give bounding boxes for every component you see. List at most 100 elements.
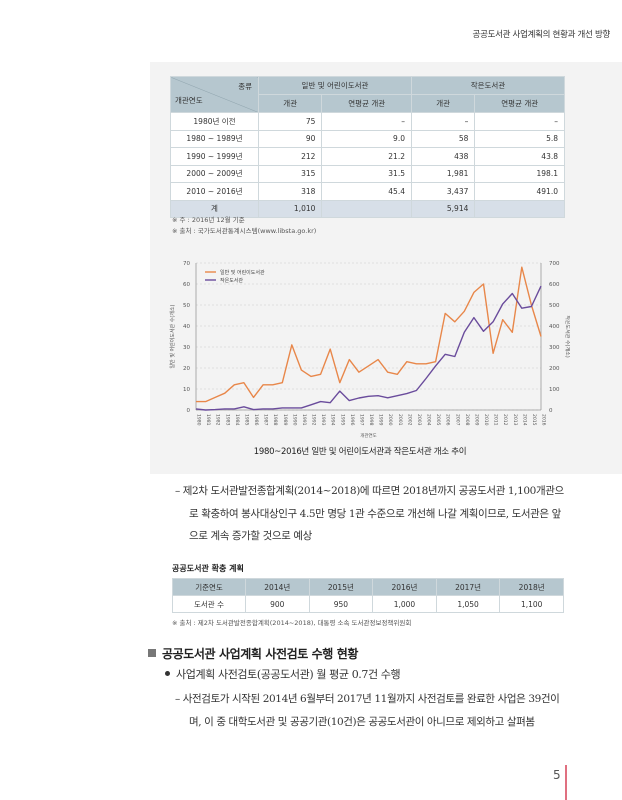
x-tick: 1997 — [358, 414, 364, 426]
table-source: ※ 출처 : 국가도서관통계시스템(www.libsta.go.kr) — [172, 227, 317, 235]
x-tick: 1992 — [311, 414, 317, 426]
x-tick: 2002 — [406, 414, 412, 426]
y-left-tick: 20 — [183, 366, 190, 372]
x-axis-label: 개관연도 — [360, 432, 377, 439]
x-tick: 1990 — [291, 414, 297, 426]
x-tick: 1994 — [330, 414, 336, 426]
page-number: 5 — [553, 768, 561, 782]
series-line — [195, 285, 542, 411]
value-cell: 318 — [257, 182, 323, 201]
y-left-tick: 70 — [183, 261, 190, 267]
x-tick: 2008 — [464, 414, 470, 426]
expansion-plan-table: 기준연도 2014년 2015년 2016년 2017년 2018년 도서관 수… — [172, 578, 564, 613]
value-cell: 21.2 — [321, 147, 412, 166]
chart-caption: 1980~2016년 일반 및 어린이도서관과 작은도서관 개소 추이 — [253, 447, 467, 457]
x-tick: 1996 — [349, 414, 355, 426]
y-left-tick: 10 — [183, 387, 190, 393]
x-tick: 2003 — [416, 414, 422, 426]
x-tick: 1981 — [205, 414, 211, 426]
table-row: 1980년 이전 75 – – – — [170, 112, 565, 131]
x-tick: 1986 — [253, 414, 259, 426]
table2-header: 2015년 — [308, 578, 374, 596]
table-row: 도서관 수 900 950 1,000 1,050 1,100 — [172, 595, 564, 613]
y-right-label: 작은도서관 수(개소) — [564, 315, 570, 357]
y-left-label: 일반 및 어린이도서관 수(개소) — [169, 305, 176, 369]
value-cell: 90 — [257, 129, 323, 148]
corner-type-label: 종류 — [238, 82, 252, 91]
bullet-item: 사업계획 사전검토(공공도서관) 월 평균 0.7건 수행 — [165, 666, 401, 682]
period-cell: 1990 ~ 1999년 — [170, 147, 259, 166]
group-header-small: 작은도서관 — [410, 76, 566, 95]
value-cell — [474, 199, 565, 218]
y-left-tick: 60 — [183, 282, 190, 288]
chart-svg: 0102030405060700100200300400500600700198… — [169, 261, 570, 439]
line-chart: 0 10 20 30 40 50 60 70 0 100 200 300 400 500 600 700 198… — [150, 250, 570, 440]
value-cell: 5.8 — [474, 129, 565, 148]
legend-label: 일반 및 어린이도서관 — [220, 269, 265, 276]
x-tick: 2012 — [502, 414, 508, 426]
table2-header: 2016년 — [372, 578, 437, 596]
y-right-tick: 200 — [549, 366, 560, 372]
x-tick: 2015 — [531, 414, 537, 426]
value-cell: 31.5 — [321, 164, 412, 183]
value-cell: 491.0 — [474, 182, 565, 201]
x-tick: 1988 — [272, 414, 278, 426]
table2-header: 2018년 — [499, 578, 564, 596]
series-line — [196, 266, 542, 403]
x-tick: 2014 — [521, 414, 527, 426]
y-right-tick: 300 — [549, 345, 560, 351]
value-cell: 198.1 — [474, 164, 565, 183]
x-tick: 1993 — [320, 414, 326, 426]
paragraph-plan: – 제2차 도서관발전종합계획(2014~2018)에 따르면 2018년까지 … — [175, 485, 564, 542]
value-cell: 950 — [308, 595, 374, 613]
y-right-tick: 400 — [549, 324, 560, 330]
legend-label: 작은도서관 — [220, 277, 243, 284]
corner-year-label: 개관연도 — [175, 96, 203, 105]
y-left-tick: 0 — [187, 408, 191, 414]
x-tick: 2006 — [445, 414, 451, 426]
bullet-text: 사업계획 사전검토(공공도서관) 월 평균 0.7건 수행 — [176, 668, 401, 681]
x-tick: 1987 — [263, 414, 269, 426]
x-tick: 1999 — [378, 414, 384, 426]
x-tick: 2005 — [435, 414, 441, 426]
period-cell: 1980년 이전 — [170, 112, 259, 131]
running-header: 공공도서관 사업계획의 현황과 개선 방향 — [472, 30, 611, 40]
sub-header: 연평균 개관 — [474, 94, 565, 113]
y-right-tick: 600 — [549, 282, 560, 288]
x-tick: 1983 — [224, 414, 230, 426]
table2-source: ※ 출처 : 제2차 도서관발전종합계획(2014~2018), 대통령 소속 … — [172, 619, 412, 627]
section-heading-text: 공공도서관 사업계획 사전검토 수행 현황 — [162, 647, 358, 661]
x-tick: 1989 — [282, 414, 288, 426]
value-cell: 1,981 — [410, 164, 476, 183]
value-cell: 43.8 — [474, 147, 565, 166]
x-tick: 1991 — [301, 414, 307, 426]
value-cell: 1,000 — [372, 595, 437, 613]
value-cell: 1,010 — [257, 199, 323, 218]
table-total-row: 계 1,010 5,914 — [170, 199, 565, 218]
square-bullet-icon — [148, 649, 156, 657]
table2-title: 공공도서관 확충 계획 — [172, 564, 244, 573]
x-tick: 2000 — [387, 414, 393, 426]
table-corner-header: 종류 개관연도 — [170, 76, 259, 113]
table2-header: 기준연도 — [172, 578, 246, 596]
y-left-tick: 30 — [183, 345, 190, 351]
sub-header: 개관 — [410, 94, 476, 113]
x-tick: 2013 — [512, 414, 518, 426]
section-heading: 공공도서관 사업계획 사전검토 수행 현황 — [148, 645, 358, 662]
table2-header: 2017년 — [435, 578, 501, 596]
y-right-tick: 500 — [549, 303, 560, 309]
value-cell: 315 — [257, 164, 323, 183]
sub-header: 개관 — [257, 94, 323, 113]
table-row: 2010 ~ 2016년 318 45.4 3,437 491.0 — [170, 182, 565, 201]
period-cell: 2010 ~ 2016년 — [170, 182, 259, 201]
value-cell: – — [474, 112, 565, 131]
x-tick: 2016 — [541, 414, 547, 426]
x-tick: 1985 — [243, 414, 249, 426]
value-cell: 58 — [410, 129, 476, 148]
x-tick: 2011 — [493, 414, 499, 426]
value-cell: 1,050 — [435, 595, 501, 613]
value-cell: 5,914 — [410, 199, 476, 218]
x-tick: 1998 — [368, 414, 374, 426]
x-tick: 2010 — [483, 414, 489, 426]
value-cell: – — [410, 112, 476, 131]
